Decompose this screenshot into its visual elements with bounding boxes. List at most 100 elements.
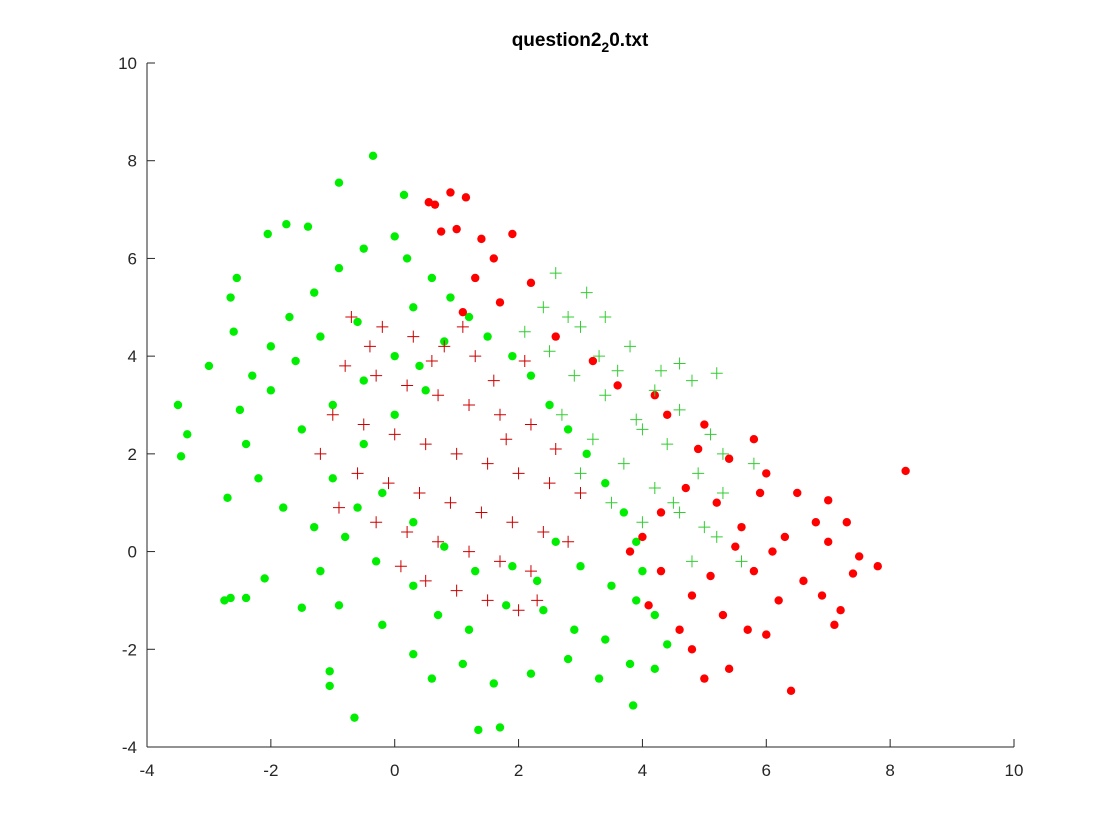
circle-point — [706, 571, 715, 581]
circle-point — [446, 293, 455, 302]
circle-point — [842, 518, 851, 527]
chart-title-main: question2 — [512, 30, 602, 51]
y-tick-label: 8 — [128, 152, 137, 171]
circle-point — [650, 664, 660, 674]
plus-point — [463, 545, 476, 558]
circle-point — [328, 474, 337, 483]
circle-point — [743, 625, 752, 634]
plus-point — [747, 457, 760, 470]
circle-point — [334, 264, 344, 273]
plus-point — [537, 526, 550, 539]
y-tick-label: 0 — [128, 543, 137, 562]
plus-point — [673, 403, 686, 416]
circle-point — [625, 659, 635, 669]
circle-point — [235, 405, 245, 415]
plus-point — [475, 506, 488, 519]
circle-point — [824, 537, 833, 546]
circle-point — [226, 593, 235, 603]
circle-point — [650, 610, 660, 620]
plus-point — [667, 496, 680, 509]
x-tick-label: 8 — [885, 761, 894, 780]
plus-point — [661, 438, 674, 451]
plus-point — [611, 364, 624, 377]
circle-point — [303, 222, 313, 231]
circle-point — [774, 596, 783, 605]
circle-point — [601, 478, 610, 488]
circle-point — [399, 190, 409, 200]
plus-point — [487, 374, 500, 387]
series-1 — [424, 188, 910, 696]
circle-point — [749, 566, 759, 576]
circle-point — [371, 557, 381, 566]
circle-point — [427, 674, 437, 683]
plus-point — [673, 506, 686, 519]
circle-point — [474, 725, 483, 735]
plus-point — [413, 486, 426, 499]
plus-point — [388, 428, 401, 441]
plus-point — [432, 389, 445, 402]
plus-point — [425, 355, 438, 368]
plus-point — [463, 399, 476, 411]
circle-point — [755, 488, 765, 498]
circle-point — [508, 229, 517, 239]
circle-point — [489, 679, 498, 688]
circle-point — [452, 224, 461, 234]
x-tick-label: 0 — [390, 761, 399, 780]
plus-point — [432, 535, 445, 548]
circle-point — [440, 542, 449, 551]
circle-point — [644, 601, 653, 610]
series-2 — [518, 267, 760, 568]
plus-point — [512, 604, 525, 617]
circle-point — [638, 532, 647, 542]
plus-point — [512, 467, 525, 480]
circle-point — [359, 376, 368, 385]
circle-point — [291, 356, 300, 366]
circle-point — [297, 425, 307, 434]
circle-point — [607, 581, 616, 590]
plus-point — [580, 286, 593, 299]
circle-point — [532, 576, 542, 586]
plus-point — [332, 501, 345, 514]
circle-point — [737, 522, 746, 532]
circle-point — [223, 493, 232, 503]
circle-point — [471, 566, 480, 576]
circle-point — [464, 312, 474, 322]
data-points — [173, 151, 910, 735]
circle-point — [638, 566, 647, 576]
plus-point — [518, 325, 531, 338]
circle-point — [390, 410, 399, 419]
circle-point — [350, 713, 359, 722]
axes: -4 -2 0 2 4 6 8 10 -4 -2 0 2 4 6 8 10 — [118, 54, 1023, 780]
x-tick-label: 10 — [1005, 761, 1024, 780]
plus-point — [735, 555, 748, 568]
circle-point — [786, 686, 796, 696]
circle-point — [415, 361, 424, 371]
circle-point — [901, 466, 910, 476]
circle-point — [353, 317, 362, 327]
plus-point — [419, 438, 432, 451]
circle-point — [279, 503, 288, 512]
plus-point — [524, 565, 537, 578]
circle-point — [260, 574, 269, 583]
circle-point — [687, 591, 697, 600]
circle-point — [613, 381, 622, 390]
x-tick-label: -2 — [263, 761, 278, 780]
chart-title-suffix: 0.txt — [609, 30, 649, 51]
circle-point — [477, 234, 486, 244]
circle-point — [204, 361, 214, 371]
circle-point — [176, 452, 186, 461]
plus-point — [531, 594, 544, 607]
plus-point — [450, 447, 463, 460]
circle-point — [266, 386, 276, 395]
circle-point — [817, 591, 827, 600]
circle-point — [427, 273, 437, 283]
chart-title-subscript: 2 — [601, 39, 609, 55]
plus-point — [376, 320, 389, 333]
circle-point — [229, 327, 238, 336]
plus-point — [401, 526, 414, 539]
plus-point — [636, 516, 649, 529]
circle-point — [836, 606, 845, 615]
plus-point — [382, 477, 395, 490]
plus-point — [685, 555, 698, 568]
circle-point — [508, 562, 517, 571]
